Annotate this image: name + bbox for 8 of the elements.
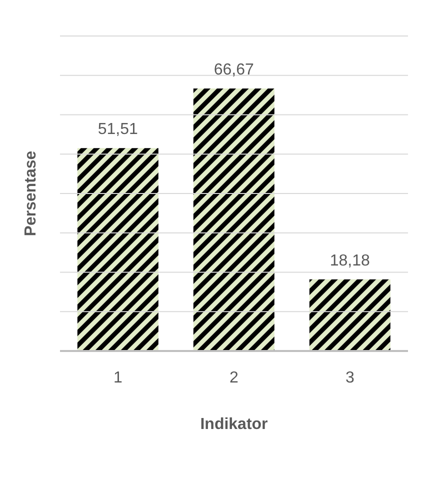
data-label: 18,18 [330, 252, 370, 270]
data-label: 66,67 [214, 61, 254, 78]
x-tick-label: 1 [114, 369, 123, 386]
data-label: 51,51 [98, 121, 138, 138]
x-tick-label: 3 [346, 369, 355, 386]
y-axis-title: Persentase [22, 150, 40, 236]
x-tick-label: 2 [230, 369, 239, 386]
x-axis-title: Indikator [200, 416, 268, 433]
